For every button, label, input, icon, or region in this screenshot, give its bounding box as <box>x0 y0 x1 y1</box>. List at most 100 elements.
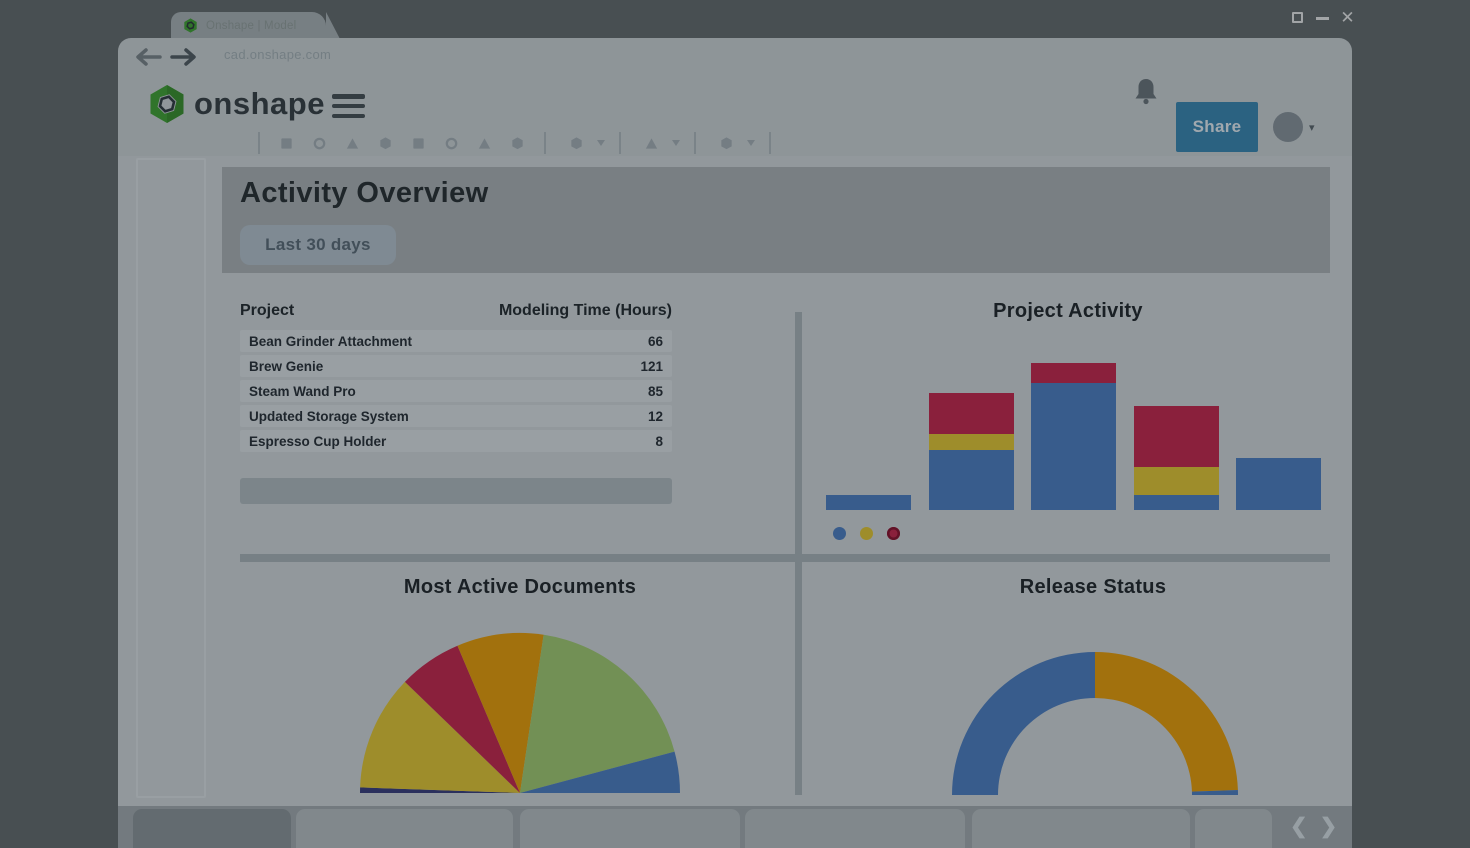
toolbar-separator <box>544 132 546 154</box>
notification-bell-icon[interactable] <box>1133 76 1159 106</box>
toolbar-dropdown[interactable] <box>560 136 605 151</box>
document-tab[interactable] <box>133 809 291 848</box>
bar-segment-series-yellow <box>1134 467 1219 495</box>
circle-icon[interactable] <box>312 136 327 151</box>
project-name: Updated Storage System <box>249 408 409 424</box>
browser-window: cad.onshape.com onshape Share ▾ Activity… <box>118 38 1352 848</box>
table-column-project: Project <box>240 302 295 319</box>
minimize-icon[interactable] <box>1315 10 1330 25</box>
bar-segment-series-blue <box>1236 458 1321 510</box>
toolbar-separator <box>769 132 771 154</box>
toolbar-separator <box>619 132 621 154</box>
table-row[interactable]: Brew Genie 121 <box>240 355 672 377</box>
document-tab[interactable] <box>520 809 740 848</box>
triangle-icon[interactable] <box>345 136 360 151</box>
project-name: Espresso Cup Holder <box>249 433 387 449</box>
project-hours: 12 <box>647 408 663 424</box>
chevron-down-icon <box>672 140 680 146</box>
onshape-logo-icon[interactable] <box>147 84 187 124</box>
most-active-documents-pie-chart <box>360 633 680 793</box>
browser-urlbar: cad.onshape.com <box>118 38 1352 72</box>
back-arrow-icon[interactable] <box>134 47 162 67</box>
prev-tab-icon[interactable]: ❮ <box>1290 815 1308 838</box>
triangle-icon[interactable] <box>477 136 492 151</box>
bar-segment-series-red <box>929 393 1014 434</box>
vertical-divider <box>795 312 802 795</box>
project-activity-bar-chart <box>826 363 1321 510</box>
triangle-icon[interactable] <box>644 136 659 151</box>
document-tab[interactable] <box>296 809 513 848</box>
toolbar-separator <box>694 132 696 154</box>
browser-tab[interactable]: Onshape | Model <box>171 12 340 39</box>
project-hours: 85 <box>647 383 663 399</box>
circle-icon[interactable] <box>444 136 459 151</box>
bar-segment-series-red <box>1134 406 1219 467</box>
release-status-gauge-chart <box>952 652 1238 795</box>
project-name: Bean Grinder Attachment <box>249 333 413 349</box>
bar-segment-series-blue <box>1134 495 1219 510</box>
cube-icon[interactable] <box>510 136 525 151</box>
pie-slice-crimson <box>404 645 520 793</box>
table-column-hours: Modeling Time (Hours) <box>498 302 672 319</box>
chevron-down-icon <box>597 140 605 146</box>
page-title: Activity Overview <box>240 177 489 209</box>
page-title-band: Activity Overview Last 30 days <box>222 167 1330 273</box>
pie-slice-blue <box>520 751 680 793</box>
empty-table-row <box>240 478 672 504</box>
gauge-arc-blue-end <box>1191 790 1238 795</box>
bar-chart-title: Project Activity <box>993 300 1143 322</box>
gauge-arc-orange <box>1095 652 1238 792</box>
bar-segment-series-blue <box>929 450 1014 510</box>
pie-slice-orange <box>457 633 544 793</box>
cube-icon[interactable] <box>719 136 734 151</box>
project-hours: 66 <box>647 333 663 349</box>
hamburger-menu-icon[interactable] <box>332 94 365 118</box>
avatar-caret-icon[interactable]: ▾ <box>1309 121 1315 134</box>
cube-icon[interactable] <box>569 136 584 151</box>
share-button[interactable]: Share <box>1176 102 1258 152</box>
gauge-chart-title: Release Status <box>1019 576 1167 598</box>
document-tab[interactable] <box>745 809 965 848</box>
bar-segment-series-yellow <box>929 434 1014 450</box>
square-icon[interactable] <box>279 136 294 151</box>
tab-pager: ❮ ❯ <box>1290 814 1337 839</box>
feature-tree-panel[interactable] <box>136 158 206 798</box>
project-hours: 121 <box>640 358 663 374</box>
forward-arrow-icon[interactable] <box>170 47 198 67</box>
legend-dot-red <box>887 527 900 540</box>
toolbar-dropdown[interactable] <box>635 136 680 151</box>
modeling-time-table: Project Modeling Time (Hours) Bean Grind… <box>240 302 672 455</box>
project-hours: 8 <box>655 433 663 449</box>
date-range-button[interactable]: Last 30 days <box>240 225 396 265</box>
close-icon[interactable]: ✕ <box>1340 8 1355 27</box>
legend-dot-yellow <box>860 527 873 540</box>
bar-segment-series-blue <box>826 495 911 510</box>
app-header: onshape Share ▾ <box>118 72 1352 152</box>
next-tab-icon[interactable]: ❯ <box>1319 815 1338 838</box>
pie-slice-navy <box>360 787 520 793</box>
onshape-favicon-icon <box>184 18 197 33</box>
user-avatar[interactable] <box>1273 112 1303 142</box>
cube-icon[interactable] <box>378 136 393 151</box>
browser-tab-title: Onshape | Model <box>206 19 297 32</box>
bar-chart-legend <box>833 527 900 540</box>
modeling-toolbar <box>118 130 1352 156</box>
bar-segment-series-blue <box>1031 383 1116 510</box>
maximize-icon[interactable] <box>1290 10 1305 25</box>
window-controls: ✕ <box>1290 8 1355 27</box>
table-row[interactable]: Bean Grinder Attachment 66 <box>240 330 672 352</box>
document-tab[interactable] <box>972 809 1190 848</box>
toolbar-dropdown[interactable] <box>710 136 755 151</box>
table-row[interactable]: Steam Wand Pro 85 <box>240 380 672 402</box>
dashboard-content: Activity Overview Last 30 days Project M… <box>118 156 1352 806</box>
table-rows: Bean Grinder Attachment 66 Brew Genie 121 St… <box>240 330 672 452</box>
pie-chart-title: Most Active Documents <box>403 576 637 598</box>
bar-segment-series-red <box>1031 363 1116 383</box>
table-row[interactable]: Espresso Cup Holder 8 <box>240 430 672 452</box>
brand-wordmark[interactable]: onshape <box>194 86 325 121</box>
url-text[interactable]: cad.onshape.com <box>224 47 332 62</box>
document-tab[interactable] <box>1195 809 1272 848</box>
horizontal-divider <box>240 554 1330 562</box>
table-row[interactable]: Updated Storage System 12 <box>240 405 672 427</box>
square-icon[interactable] <box>411 136 426 151</box>
